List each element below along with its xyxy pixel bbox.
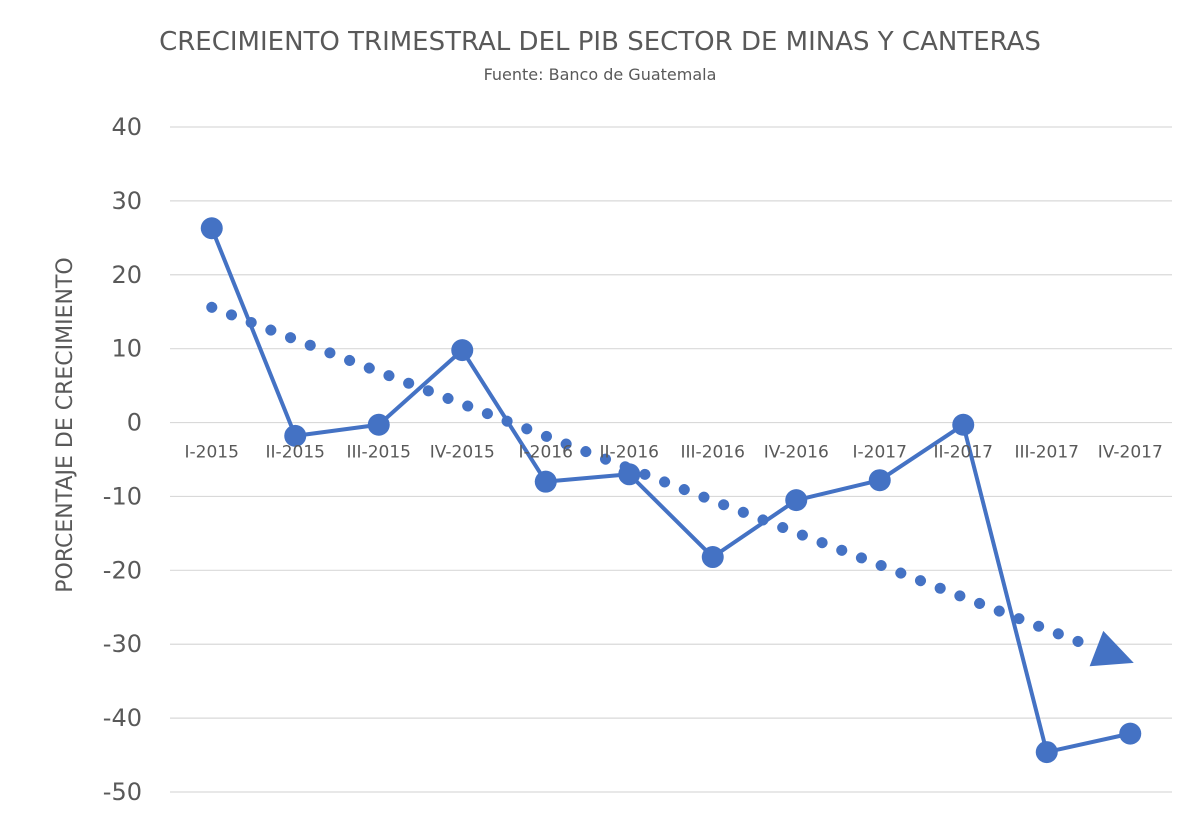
x-tick-label: III-2017 (1015, 443, 1079, 463)
x-tick-label: III-2015 (347, 443, 411, 463)
trendline-arrowhead (1089, 630, 1134, 667)
y-tick-label: -40 (103, 704, 142, 732)
y-axis-label: PORCENTAJE DE CRECIMIENTO (53, 257, 78, 592)
chart-title: CRECIMIENTO TRIMESTRAL DEL PIB SECTOR DE… (159, 27, 1041, 57)
y-tick-labels: 40 30 20 10 0 -10 -20 -30 -40 -50 (103, 113, 142, 806)
y-tick-label: 10 (111, 335, 142, 363)
gridlines (170, 126, 1172, 793)
x-tick-label: II-2016 (600, 443, 659, 463)
trendline-path (206, 301, 1091, 650)
data-point (367, 413, 390, 436)
y-tick-label: -50 (103, 778, 142, 806)
data-point (868, 469, 891, 492)
y-tick-label: -30 (103, 630, 142, 658)
x-tick-label: III-2016 (681, 443, 745, 463)
x-tick-label: IV-2017 (1098, 443, 1163, 463)
data-point (534, 470, 557, 493)
data-point (785, 489, 808, 512)
data-point (952, 413, 975, 436)
data-point (618, 463, 641, 486)
x-tick-label: IV-2015 (430, 443, 495, 463)
x-tick-label: II-2017 (934, 443, 993, 463)
y-tick-label: 40 (111, 113, 142, 141)
y-tick-label: 20 (111, 261, 142, 289)
x-tick-label: I-2015 (185, 443, 239, 463)
x-tick-label: II-2015 (266, 443, 325, 463)
data-point (701, 546, 724, 569)
series-line (200, 217, 1142, 764)
x-tick-labels: I-2015 II-2015 III-2015 IV-2015 I-2016 II-201… (185, 443, 1163, 463)
x-tick-label: I-2017 (853, 443, 907, 463)
chart-subtitle: Fuente: Banco de Guatemala (484, 65, 717, 84)
x-tick-label: I-2016 (519, 443, 573, 463)
y-tick-label: -20 (103, 556, 142, 584)
data-point (451, 339, 474, 362)
y-tick-label: -10 (103, 482, 142, 510)
data-point (200, 217, 223, 240)
series-line-path (209, 227, 1131, 755)
y-tick-label: 0 (127, 409, 142, 437)
data-point (284, 424, 307, 447)
data-point (1119, 722, 1142, 745)
data-point (1035, 741, 1058, 764)
y-tick-label: 30 (111, 187, 142, 215)
x-tick-label: IV-2016 (764, 443, 829, 463)
trendline (206, 301, 1134, 667)
